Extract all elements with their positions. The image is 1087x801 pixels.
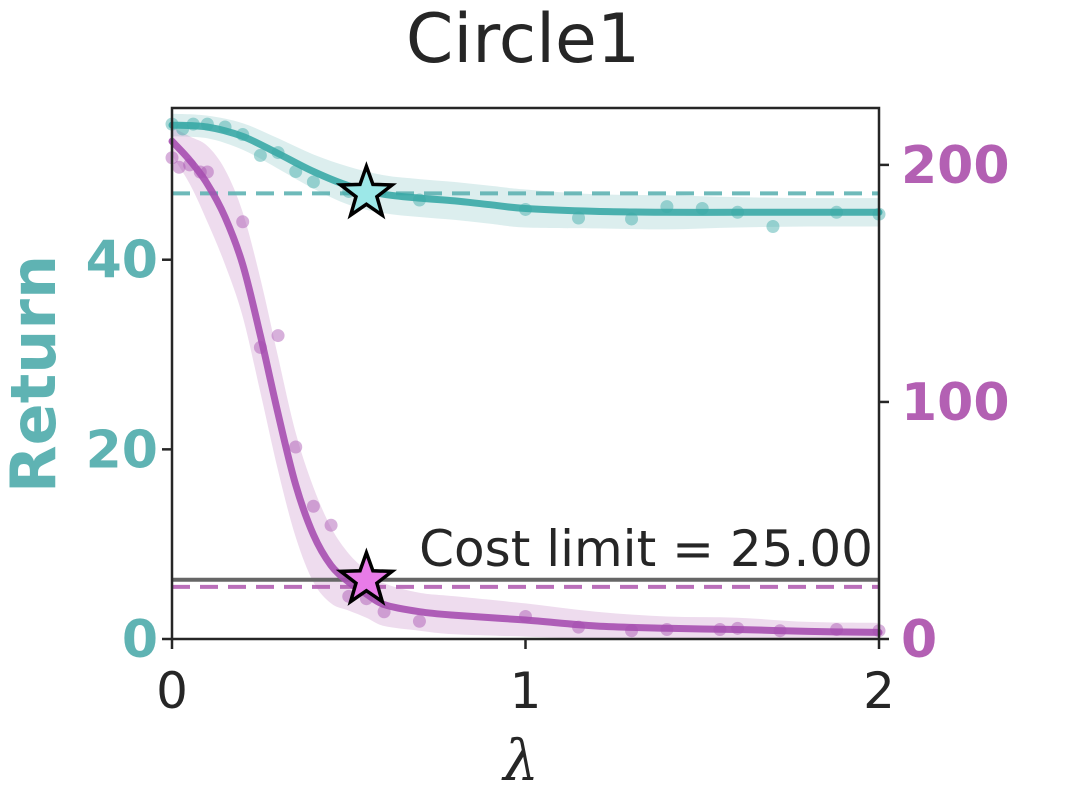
cost-star-marker	[335, 547, 398, 606]
return-data-point	[572, 211, 586, 225]
return-mean-line	[168, 121, 883, 216]
return-data-point	[625, 212, 639, 226]
cost-data-point	[271, 329, 285, 343]
cost-data-point	[289, 440, 303, 454]
right-y-tick-label: 200	[901, 136, 1010, 196]
cost-data-point	[236, 215, 250, 229]
chart-title: Circle1	[406, 0, 640, 79]
return-data-point	[766, 220, 780, 234]
return-data-point	[253, 148, 267, 162]
cost-limit-annotation: Cost limit = 25.00	[419, 520, 873, 578]
right-y-tick-label: 100	[901, 373, 1010, 433]
cost-mean-line	[168, 137, 883, 636]
return-confidence-band	[172, 113, 879, 230]
x-tick-label: 2	[863, 662, 895, 720]
left-y-tick-label: 20	[86, 420, 158, 480]
return-star-marker	[335, 161, 398, 220]
cost-data-point	[172, 160, 186, 174]
x-axis-label: λ	[501, 729, 539, 794]
cost-data-point	[306, 499, 320, 513]
plot-area	[165, 113, 886, 640]
cost-data-point	[412, 614, 426, 628]
x-tick-label: 1	[510, 662, 542, 720]
y-axis-label-left: Return	[0, 255, 70, 493]
left-y-tick-label: 0	[122, 610, 158, 670]
cost-data-point	[324, 518, 338, 532]
left-y-tick-label: 40	[86, 231, 158, 291]
return-data-point	[306, 175, 320, 189]
right-y-tick-label: 0	[901, 610, 937, 670]
x-tick-label: 0	[156, 662, 188, 720]
